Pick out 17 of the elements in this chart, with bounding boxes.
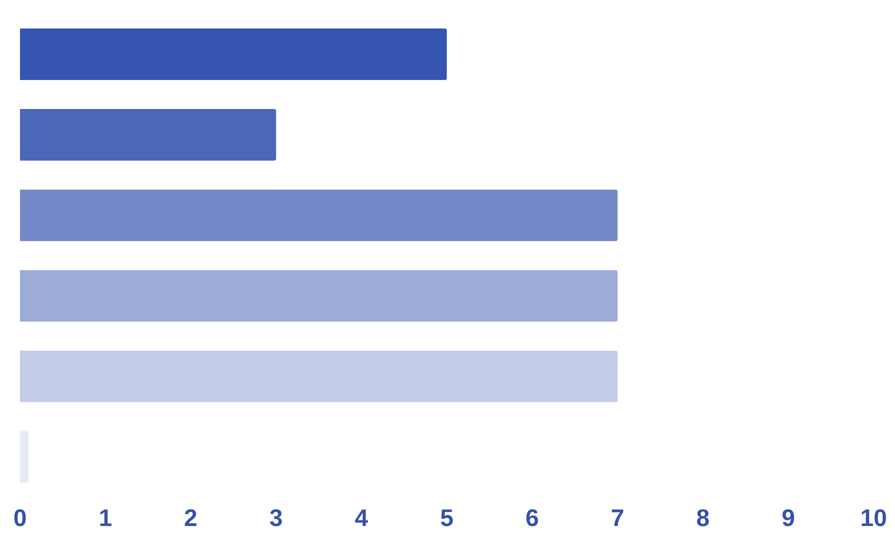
bar — [20, 109, 276, 161]
x-tick-label: 1 — [98, 505, 112, 532]
bar — [20, 28, 447, 80]
bar — [20, 431, 29, 483]
x-tick-label: 3 — [269, 505, 283, 532]
x-tick-label: 6 — [526, 505, 539, 532]
bar — [20, 190, 618, 242]
x-tick-label: 2 — [184, 505, 198, 532]
x-tick-label: 9 — [782, 505, 795, 532]
bar — [20, 350, 618, 402]
x-tick-label: 7 — [610, 505, 624, 532]
x-tick-label: 10 — [860, 505, 888, 532]
bar — [20, 270, 618, 322]
x-tick-label: 4 — [354, 505, 369, 532]
x-tick-label: 5 — [440, 505, 454, 532]
x-tick-label: 0 — [13, 505, 27, 532]
x-tick-label: 8 — [696, 505, 710, 532]
